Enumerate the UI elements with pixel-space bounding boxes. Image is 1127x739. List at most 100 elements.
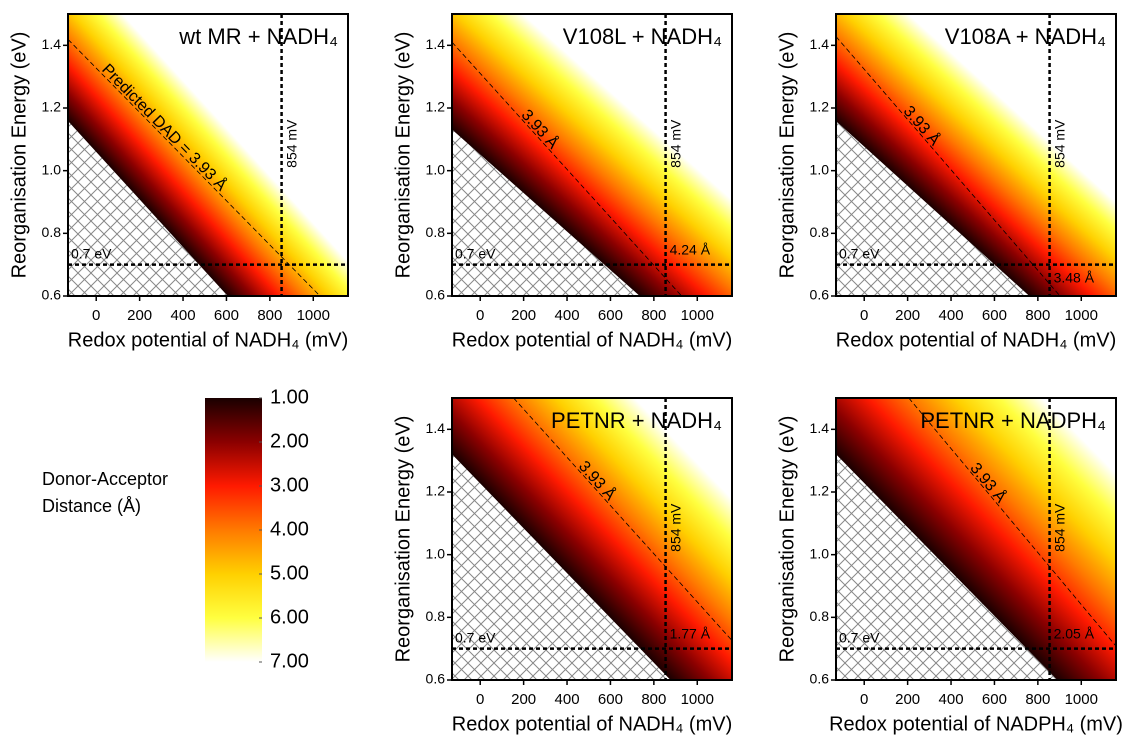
y-tick-label: 1.2 bbox=[426, 483, 446, 499]
x-tick-label: 200 bbox=[895, 307, 920, 324]
plot-frame bbox=[835, 13, 1117, 297]
x-tick-label: 400 bbox=[555, 307, 580, 324]
reference-label: 0.7 eV bbox=[839, 245, 880, 261]
x-tick-label: 0 bbox=[476, 307, 484, 324]
plot-frame bbox=[451, 397, 733, 681]
reference-label: 0.7 eV bbox=[455, 245, 496, 261]
x-tick-label: 800 bbox=[641, 307, 666, 324]
contour-line bbox=[908, 398, 1116, 647]
excluded-region bbox=[452, 129, 640, 296]
y-tick-label: 0.8 bbox=[810, 608, 830, 624]
x-tick-label: 1000 bbox=[1065, 691, 1098, 708]
x-tick-label: 200 bbox=[127, 307, 152, 324]
colorbar-title: Distance (Å) bbox=[42, 496, 141, 516]
y-tick-label: 1.0 bbox=[42, 161, 62, 177]
y-tick-label: 0.6 bbox=[810, 671, 830, 687]
y-tick-label: 1.4 bbox=[426, 420, 446, 436]
x-axis-label: Redox potential of NADH₄ (mV) bbox=[836, 329, 1117, 351]
x-axis-label: Redox potential of NADH₄ (mV) bbox=[68, 329, 349, 351]
x-tick-label: 800 bbox=[257, 307, 282, 324]
x-tick-label: 600 bbox=[982, 691, 1007, 708]
reference-label: 0.7 eV bbox=[71, 245, 112, 261]
y-axis-label: Reorganisation Energy (eV) bbox=[776, 32, 798, 279]
colorbar-tick-label: 2.00 bbox=[270, 430, 309, 452]
y-tick-label: 1.2 bbox=[810, 99, 830, 115]
y-tick-label: 0.8 bbox=[810, 224, 830, 240]
x-tick-label: 1000 bbox=[297, 307, 330, 324]
panel-title: PETNR + NADH₄ bbox=[551, 408, 722, 433]
excluded-region bbox=[68, 121, 228, 296]
x-tick-label: 600 bbox=[598, 691, 623, 708]
field bbox=[836, 14, 1116, 296]
field bbox=[452, 398, 732, 680]
field bbox=[452, 14, 732, 296]
x-tick-label: 0 bbox=[476, 691, 484, 708]
x-tick-label: 800 bbox=[641, 691, 666, 708]
x-tick-label: 800 bbox=[1025, 307, 1050, 324]
intersection-label: 2.05 Å bbox=[1054, 625, 1095, 641]
x-tick-label: 400 bbox=[171, 307, 196, 324]
x-tick-label: 0 bbox=[860, 691, 868, 708]
contour-line bbox=[68, 39, 321, 296]
panel-title: V108L + NADH₄ bbox=[563, 24, 722, 49]
y-tick-label: 0.8 bbox=[42, 224, 62, 240]
colorbar-tick-label: 7.00 bbox=[270, 650, 309, 672]
x-tick-label: 800 bbox=[1025, 691, 1050, 708]
x-tick-label: 600 bbox=[598, 307, 623, 324]
y-axis-label: Reorganisation Energy (eV) bbox=[8, 32, 30, 279]
excluded-region bbox=[452, 454, 671, 680]
plot-frame bbox=[451, 13, 733, 297]
excluded-region bbox=[836, 454, 1058, 680]
colorbar-tick-label: 4.00 bbox=[270, 518, 309, 540]
colorbar-tick-label: 1.00 bbox=[270, 386, 309, 408]
y-tick-label: 0.6 bbox=[810, 287, 830, 303]
x-tick-label: 0 bbox=[92, 307, 100, 324]
x-tick-label: 200 bbox=[895, 691, 920, 708]
x-tick-label: 200 bbox=[511, 307, 536, 324]
reference-label: 854 mV bbox=[1051, 503, 1067, 552]
x-axis-label: Redox potential of NADH₄ (mV) bbox=[452, 329, 733, 351]
plot-frame bbox=[67, 13, 349, 297]
y-tick-label: 1.4 bbox=[42, 36, 62, 52]
intersection-label: 4.24 Å bbox=[670, 241, 711, 257]
y-tick-label: 1.0 bbox=[810, 545, 830, 561]
contour-line bbox=[513, 398, 732, 641]
plot-frame bbox=[835, 397, 1117, 681]
colorbar-tick-label: 5.00 bbox=[270, 562, 309, 584]
y-tick-label: 1.0 bbox=[426, 545, 446, 561]
y-axis-label: Reorganisation Energy (eV) bbox=[392, 416, 414, 663]
intersection-label: 1.77 Å bbox=[670, 625, 711, 641]
y-tick-label: 1.4 bbox=[810, 36, 830, 52]
y-tick-label: 0.8 bbox=[426, 608, 446, 624]
x-tick-label: 400 bbox=[555, 691, 580, 708]
y-tick-label: 1.4 bbox=[810, 420, 830, 436]
y-tick-label: 1.2 bbox=[810, 483, 830, 499]
colorbar bbox=[205, 398, 262, 662]
y-tick-label: 0.6 bbox=[426, 287, 446, 303]
contour-line bbox=[836, 36, 1061, 296]
y-tick-label: 0.6 bbox=[42, 287, 62, 303]
reference-label: 0.7 eV bbox=[839, 629, 880, 645]
field bbox=[836, 398, 1116, 680]
contour-line bbox=[452, 41, 682, 296]
y-axis-label: Reorganisation Energy (eV) bbox=[392, 32, 414, 279]
y-tick-label: 0.8 bbox=[426, 224, 446, 240]
excluded-region bbox=[836, 121, 1030, 296]
colorbar-tick-label: 3.00 bbox=[270, 474, 309, 496]
reference-label: 854 mV bbox=[667, 119, 683, 168]
reference-label: 0.7 eV bbox=[455, 629, 496, 645]
x-tick-label: 1000 bbox=[1065, 307, 1098, 324]
colorbar-title: Donor-Acceptor bbox=[42, 469, 168, 489]
x-tick-label: 400 bbox=[939, 691, 964, 708]
x-tick-label: 400 bbox=[939, 307, 964, 324]
x-axis-label: Redox potential of NADPH₄ (mV) bbox=[829, 713, 1123, 735]
y-tick-label: 1.0 bbox=[810, 161, 830, 177]
y-tick-label: 0.6 bbox=[426, 671, 446, 687]
x-tick-label: 600 bbox=[982, 307, 1007, 324]
field bbox=[68, 14, 348, 296]
reference-label: 854 mV bbox=[1051, 119, 1067, 168]
x-tick-label: 200 bbox=[511, 691, 536, 708]
panel-title: V108A + NADH₄ bbox=[945, 24, 1106, 49]
